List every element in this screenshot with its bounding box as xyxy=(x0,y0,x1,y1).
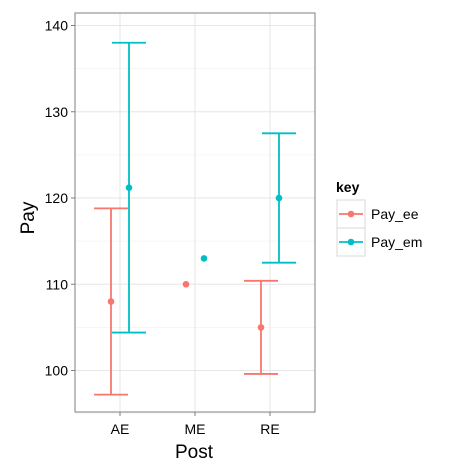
x-tick-label: AE xyxy=(111,421,130,437)
x-tick-label: ME xyxy=(185,421,206,437)
y-tick-label: 110 xyxy=(46,276,69,292)
legend-title: key xyxy=(336,179,360,195)
data-point xyxy=(107,298,115,305)
legend-label: Pay_em xyxy=(371,234,422,250)
x-tick-label: RE xyxy=(260,421,279,437)
legend-item-Pay_em: Pay_em xyxy=(336,227,422,257)
legend-label: Pay_ee xyxy=(371,206,419,222)
legend-key-point xyxy=(347,210,355,218)
chart-marks xyxy=(94,41,296,396)
series-Pay_ee xyxy=(94,207,278,396)
data-point xyxy=(200,255,208,262)
legend-item-Pay_ee: Pay_ee xyxy=(336,199,419,229)
plot-panel xyxy=(74,12,316,415)
data-point xyxy=(257,324,265,331)
y-axis-title: Pay xyxy=(18,201,39,234)
axes: 100 110 120 130 140 AE ME RE xyxy=(45,18,280,438)
x-axis-title: Post xyxy=(175,442,214,463)
y-tick-label: 130 xyxy=(45,104,69,120)
legend-key-point xyxy=(347,238,355,246)
y-tick-label: 140 xyxy=(45,18,69,34)
data-point xyxy=(275,194,283,202)
data-point xyxy=(182,280,190,288)
data-point xyxy=(125,184,133,191)
y-tick-label: 100 xyxy=(45,363,69,379)
y-tick-label: 120 xyxy=(45,190,69,206)
legend: key Pay_ee Pay_em xyxy=(336,179,422,257)
series-Pay_em xyxy=(112,41,296,334)
